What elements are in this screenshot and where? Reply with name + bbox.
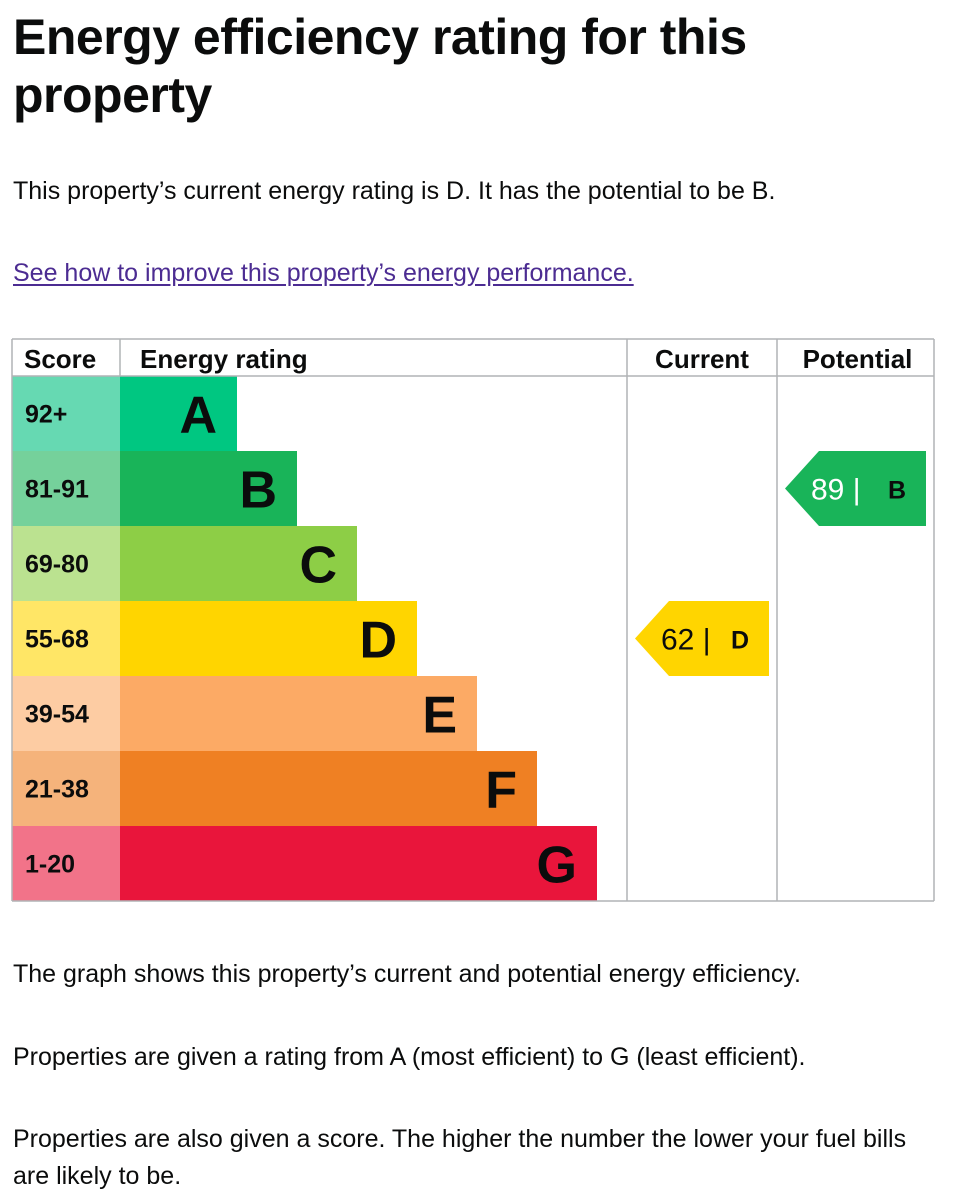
score-range-label: 1-20 — [25, 851, 75, 879]
score-cell — [12, 676, 120, 751]
score-range-label: 81-91 — [25, 476, 89, 504]
rating-bar — [120, 376, 237, 451]
potential-rating-letter: B — [888, 477, 906, 505]
energy-rating-chart: 92+ A 81-91 B 69-80 C 55-68 D 39-54 E 21-38 F 1-20 G S… — [11, 338, 935, 902]
score-range-label: 92+ — [25, 401, 67, 429]
score-cell — [12, 451, 120, 526]
header-potential: Potential — [803, 344, 913, 374]
score-cell — [12, 376, 120, 451]
score-range-label: 21-38 — [25, 776, 89, 804]
score-range-label: 69-80 — [25, 551, 89, 579]
score-explanation: Properties are also given a score. The h… — [13, 1125, 907, 1190]
rating-bar — [120, 526, 357, 601]
rating-bar — [120, 676, 477, 751]
rating-bar — [120, 751, 537, 826]
potential-arrow — [785, 451, 926, 526]
header-score: Score — [24, 344, 96, 374]
current-arrow — [635, 601, 769, 676]
current-rating-letter: D — [731, 627, 749, 655]
rating-summary: This property’s current energy rating is… — [13, 177, 776, 205]
rating-letter: E — [422, 687, 457, 745]
rating-letter: G — [537, 837, 577, 895]
rating-explanation: Properties are given a rating from A (mo… — [13, 1043, 806, 1071]
score-range-label: 39-54 — [25, 701, 89, 729]
current-score-label: 62 | — [661, 624, 711, 657]
graph-explanation: The graph shows this property’s current … — [13, 960, 801, 988]
score-cell — [12, 751, 120, 826]
header-energy-rating: Energy rating — [140, 344, 308, 374]
score-cell — [12, 826, 120, 901]
score-cell — [12, 601, 120, 676]
score-cell — [12, 526, 120, 601]
rating-letter: D — [359, 612, 397, 670]
rating-bar — [120, 451, 297, 526]
rating-bar — [120, 826, 597, 901]
header-current: Current — [655, 344, 749, 374]
score-range-label: 55-68 — [25, 626, 89, 654]
rating-letter: F — [485, 762, 517, 820]
rating-letter: A — [179, 387, 217, 445]
rating-letter: B — [239, 462, 277, 520]
rating-bar — [120, 601, 417, 676]
improve-performance-link[interactable]: See how to improve this property’s energ… — [13, 259, 634, 287]
potential-score-label: 89 | — [811, 474, 861, 507]
page-title: Energy efficiency rating for this proper… — [13, 9, 747, 123]
rating-letter: C — [299, 537, 337, 595]
